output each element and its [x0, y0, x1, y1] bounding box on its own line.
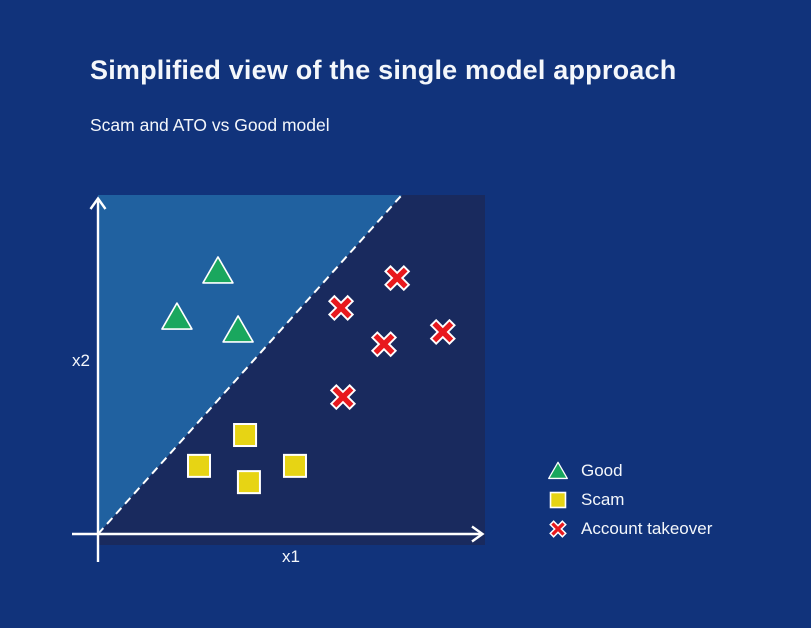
data-point-account-takeover: [384, 264, 411, 292]
legend-label: Scam: [581, 489, 625, 509]
legend-label: Account takeover: [581, 518, 713, 538]
data-point-scam: [282, 453, 307, 478]
data-point-account-takeover: [429, 318, 456, 346]
legend: Good Scam Account takeover: [546, 456, 712, 543]
data-point-account-takeover: [329, 383, 357, 411]
page-title: Simplified view of the single model appr…: [90, 55, 677, 85]
data-point-good: [202, 256, 234, 284]
data-point-account-takeover: [370, 331, 398, 358]
y-axis-arrow-icon: [89, 196, 107, 210]
legend-row-good: Good: [546, 456, 712, 485]
data-point-account-takeover: [327, 294, 355, 321]
legend-marker-triangle-icon: [548, 461, 568, 479]
page-subtitle: Scam and ATO vs Good model: [90, 115, 330, 135]
data-point-scam: [236, 470, 261, 495]
data-point-good: [161, 302, 193, 330]
legend-marker-x-icon: [549, 519, 567, 538]
decision-boundary-line: [97, 194, 403, 535]
data-point-scam: [187, 453, 212, 478]
y-axis-label: x2: [72, 351, 90, 370]
legend-label: Good: [581, 460, 623, 480]
data-point-good: [222, 315, 254, 343]
x-axis-label: x1: [282, 547, 300, 566]
data-point-scam: [233, 423, 258, 448]
legend-row-account-takeover: Account takeover: [546, 514, 712, 543]
x-axis-arrow-icon: [471, 525, 485, 543]
legend-row-scam: Scam: [546, 485, 712, 514]
legend-marker-square-icon: [549, 491, 567, 508]
